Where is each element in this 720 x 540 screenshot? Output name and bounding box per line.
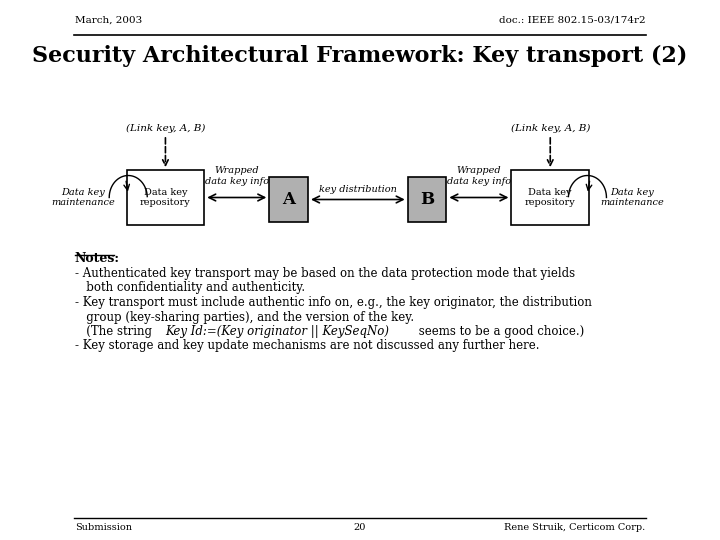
Text: A: A bbox=[282, 191, 295, 208]
Text: - Authenticated key transport may be based on the data protection mode that yiel: - Authenticated key transport may be bas… bbox=[75, 267, 575, 280]
Text: Submission: Submission bbox=[75, 523, 132, 532]
FancyBboxPatch shape bbox=[408, 177, 446, 222]
Text: seems to be a good choice.): seems to be a good choice.) bbox=[415, 325, 584, 338]
Text: Wrapped
data key info: Wrapped data key info bbox=[447, 166, 511, 186]
Text: key distribution: key distribution bbox=[319, 186, 397, 194]
Text: Data key
maintenance: Data key maintenance bbox=[600, 188, 665, 207]
Text: group (key-sharing parties), and the version of the key.: group (key-sharing parties), and the ver… bbox=[75, 310, 414, 323]
Text: Notes:: Notes: bbox=[75, 252, 120, 265]
Text: 20: 20 bbox=[354, 523, 366, 532]
Text: B: B bbox=[420, 191, 434, 208]
Text: - Key transport must include authentic info on, e.g., the key originator, the di: - Key transport must include authentic i… bbox=[75, 296, 592, 309]
Text: Data key
repository: Data key repository bbox=[140, 188, 191, 207]
FancyBboxPatch shape bbox=[127, 170, 204, 225]
Text: Wrapped
data key info: Wrapped data key info bbox=[204, 166, 269, 186]
Text: (The string: (The string bbox=[75, 325, 156, 338]
Text: March, 2003: March, 2003 bbox=[75, 16, 142, 24]
Text: doc.: IEEE 802.15-03/174r2: doc.: IEEE 802.15-03/174r2 bbox=[499, 16, 645, 24]
Text: Security Architectural Framework: Key transport (2): Security Architectural Framework: Key tr… bbox=[32, 45, 688, 67]
Text: Data key
maintenance: Data key maintenance bbox=[51, 188, 115, 207]
Text: - Key storage and key update mechanisms are not discussed any further here.: - Key storage and key update mechanisms … bbox=[75, 340, 539, 353]
FancyBboxPatch shape bbox=[269, 177, 308, 222]
Text: both confidentiality and authenticity.: both confidentiality and authenticity. bbox=[75, 281, 305, 294]
Text: (Link key, A, B): (Link key, A, B) bbox=[510, 124, 590, 132]
Text: (Link key, A, B): (Link key, A, B) bbox=[126, 124, 205, 132]
Text: Rene Struik, Certicom Corp.: Rene Struik, Certicom Corp. bbox=[504, 523, 645, 532]
Text: Key Id:=(Key originator || KeySeqNo): Key Id:=(Key originator || KeySeqNo) bbox=[165, 325, 389, 338]
Text: Data key
repository: Data key repository bbox=[525, 188, 575, 207]
FancyBboxPatch shape bbox=[511, 170, 589, 225]
